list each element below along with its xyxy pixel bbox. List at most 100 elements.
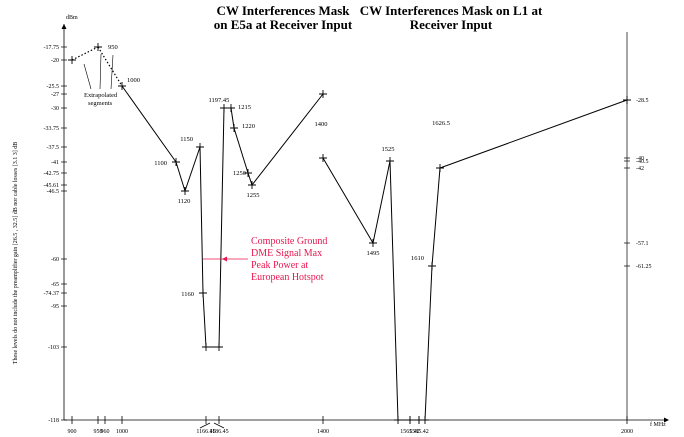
dme-label-line-4: European Hotspot bbox=[251, 272, 324, 283]
x-tick-label-9: 2000 bbox=[621, 429, 633, 435]
series-1-point-3 bbox=[394, 416, 402, 424]
x-tick-label-7: 1565.42 bbox=[400, 429, 420, 435]
series-1-segment-7 bbox=[431, 167, 441, 267]
series-0-segment-5 bbox=[199, 146, 204, 294]
y-tick-label-left-11: -60 bbox=[51, 257, 59, 263]
series-1-point-1 bbox=[369, 239, 377, 247]
title-e5a-line-1: CW Interferences Mask bbox=[216, 3, 350, 18]
x-tick-label-1: 950 bbox=[94, 429, 103, 435]
series-0-point-2 bbox=[118, 82, 126, 90]
series-0-point-12 bbox=[244, 169, 252, 177]
series-0-point-label-6: 1160 bbox=[181, 291, 194, 298]
series-0-segment-1 bbox=[97, 46, 123, 87]
series-0-point-label-3: 1100 bbox=[154, 160, 167, 167]
series-1-point-label-7: 1610 bbox=[411, 255, 424, 262]
extrapolated-pointer-lines bbox=[83, 53, 114, 90]
series-0-point-label-10: 1215 bbox=[238, 104, 251, 111]
y-axis-label: These levels do not include the preampli… bbox=[12, 142, 19, 364]
y-tick-label-right-3: -42 bbox=[636, 166, 644, 172]
title-l1-line-2: Receiver Input bbox=[409, 17, 493, 32]
series-1-point-label-8: 1626.5 bbox=[432, 120, 450, 127]
x-tick-label-5: 1186.45 bbox=[209, 429, 228, 435]
series-0-point-5 bbox=[196, 143, 204, 151]
series-0-point-label-12: 1250 bbox=[233, 170, 246, 177]
y-tick-label-right-2: -40.5 bbox=[636, 159, 649, 165]
series-0-segment-4 bbox=[184, 146, 201, 192]
title-e5a-line-2: on E5a at Receiver Input bbox=[213, 17, 353, 32]
series-0-point-label-9: 1197.45 bbox=[209, 97, 230, 104]
dme-marker-arrow bbox=[222, 256, 227, 262]
series-0-point-label-1: 950 bbox=[108, 44, 118, 51]
series-1-point-label-1: 1495 bbox=[367, 250, 380, 257]
y-tick-label-left-14: -95 bbox=[51, 304, 59, 310]
series-0-point-label-14: 1400 bbox=[315, 121, 328, 128]
dme-label-line-3: Peak Power at bbox=[251, 260, 308, 271]
series-0-point-label-4: 1120 bbox=[178, 198, 191, 205]
x-axis-arrow bbox=[664, 417, 669, 423]
series-0-point-14 bbox=[319, 90, 327, 98]
x-tick-label-6: 1400 bbox=[317, 429, 329, 435]
series-0-point-11 bbox=[230, 124, 238, 132]
series-0-segment-11 bbox=[233, 127, 249, 174]
y-tick-label-left-5: -33.75 bbox=[44, 126, 60, 132]
series-0-segment-6 bbox=[202, 292, 207, 348]
series-0-segment-8 bbox=[218, 107, 225, 348]
x-tick-label-4: 1166.45 bbox=[196, 429, 215, 435]
y-tick-label-left-8: -42.75 bbox=[44, 171, 60, 177]
x-tick-label-8: 1585.42 bbox=[409, 429, 429, 435]
series-0-segment-12 bbox=[247, 172, 253, 186]
y-tick-label-left-15: -103 bbox=[48, 345, 59, 351]
title-l1: CW Interferences Mask on L1 at Receiver … bbox=[338, 4, 564, 32]
y-tick-label-right-5: -61.25 bbox=[636, 264, 652, 270]
series-0-point-10 bbox=[227, 104, 235, 112]
series-0-segment-0 bbox=[71, 46, 99, 61]
series-0-point-8 bbox=[215, 343, 223, 351]
y-unit-label: dBm bbox=[66, 15, 78, 21]
series-0-point-label-5: 1150 bbox=[180, 136, 193, 143]
series-0-point-label-2: 1000 bbox=[127, 77, 140, 84]
series-0-segment-13 bbox=[251, 93, 324, 186]
title-l1-line-1: CW Interferences Mask on L1 at bbox=[359, 3, 543, 18]
y-tick-label-left-9: -45.61 bbox=[44, 183, 60, 189]
y-axis-arrow bbox=[61, 24, 67, 29]
series-1-point-7 bbox=[428, 262, 436, 270]
y-tick-label-right-1: -40 bbox=[636, 156, 644, 162]
dme-label-line-1: Composite Ground bbox=[251, 236, 327, 247]
y-tick-label-left-10: -46.5 bbox=[47, 189, 60, 195]
series-1-point-2 bbox=[386, 157, 394, 165]
y-tick-label-right-4: -57.1 bbox=[636, 241, 649, 247]
series-1-point-9 bbox=[623, 96, 631, 104]
dme-label-line-2: DME Signal Max bbox=[251, 248, 322, 259]
series-0-segment-10 bbox=[230, 107, 235, 129]
series-0-segment-3 bbox=[175, 161, 186, 192]
series-1-segment-0 bbox=[322, 157, 374, 244]
extrapolated-label-line-1: Extrapolated bbox=[84, 92, 118, 99]
x-tick-label-2: 960 bbox=[101, 429, 110, 435]
y-tick-label-left-3: -27 bbox=[51, 92, 59, 98]
y-tick-label-left-2: -25.5 bbox=[47, 84, 60, 90]
series-0-point-13 bbox=[248, 181, 256, 189]
series-0-point-1 bbox=[94, 43, 102, 51]
series-1-point-0 bbox=[319, 154, 327, 162]
series-0-point-6 bbox=[199, 289, 207, 297]
series-0-point-label-13: 1255 bbox=[247, 192, 260, 199]
series-0-point-label-11: 1220 bbox=[242, 123, 255, 130]
series-0-point-9 bbox=[220, 104, 228, 112]
y-tick-label-right-0: -28.5 bbox=[636, 98, 649, 104]
x-tick-label-0: 900 bbox=[68, 429, 77, 435]
y-tick-label-left-12: -65 bbox=[51, 282, 59, 288]
series-1-segment-2 bbox=[389, 160, 399, 421]
series-0-point-4 bbox=[181, 187, 189, 195]
series-1-segment-8 bbox=[439, 99, 628, 169]
series-1-point-4 bbox=[406, 416, 414, 424]
series-1-point-6 bbox=[421, 416, 429, 424]
series-1-segment-1 bbox=[372, 160, 391, 244]
series-1-point-8 bbox=[436, 164, 444, 172]
series-0-point-7 bbox=[202, 343, 210, 351]
title-e5a: CW Interferences Mask on E5a at Receiver… bbox=[178, 4, 388, 32]
y-tick-label-left-16: -118 bbox=[48, 418, 59, 424]
series-0-point-3 bbox=[172, 158, 180, 166]
y-tick-label-left-1: -20 bbox=[51, 58, 59, 64]
x-tick-label-3: 1000 bbox=[116, 429, 128, 435]
